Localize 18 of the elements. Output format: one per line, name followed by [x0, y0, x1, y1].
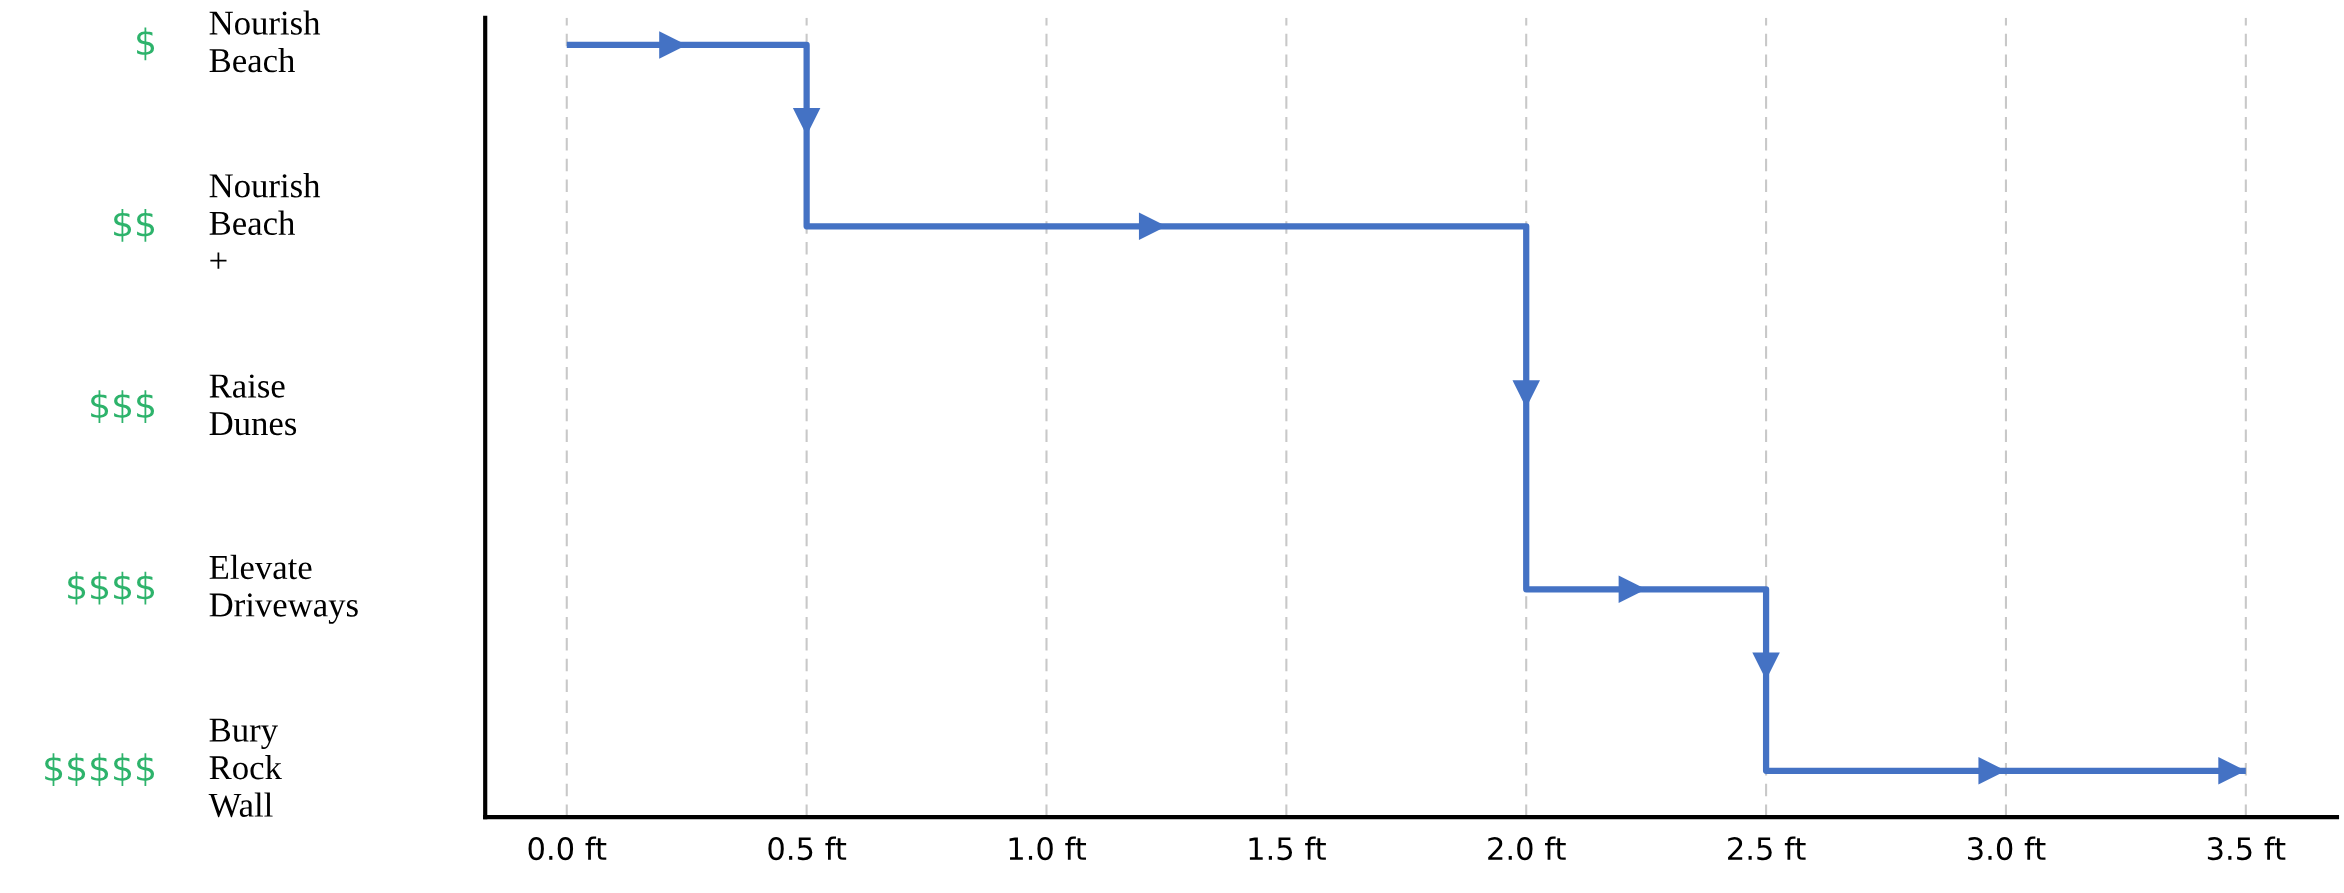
text: Nourish Beach +: [209, 173, 321, 269]
text: $$: [114, 208, 155, 242]
x-tick-label: 3.0 ft: [1968, 836, 2046, 861]
x-tick-label: 1.5 ft: [1249, 836, 1326, 861]
text: Nourish Beach: [209, 10, 321, 73]
x-tick-label: 0.5 ft: [768, 836, 847, 861]
text: Bury Rock Wall: [208, 718, 282, 818]
x-tick-label: 0.0 ft: [528, 836, 607, 861]
text: $$$$$: [45, 753, 155, 787]
text: $: [137, 27, 155, 61]
x-tick-label: 2.0 ft: [1488, 836, 1566, 861]
text: Raise Dunes: [209, 374, 297, 436]
text: $$$: [91, 390, 155, 424]
x-tick-label: 1.0 ft: [1009, 836, 1087, 861]
x-tick-label: 2.5 ft: [1728, 836, 1806, 861]
text: Elevate Driveways: [209, 554, 358, 624]
x-tick-label: 3.5 ft: [2207, 836, 2286, 861]
text: $$$$: [68, 571, 155, 605]
